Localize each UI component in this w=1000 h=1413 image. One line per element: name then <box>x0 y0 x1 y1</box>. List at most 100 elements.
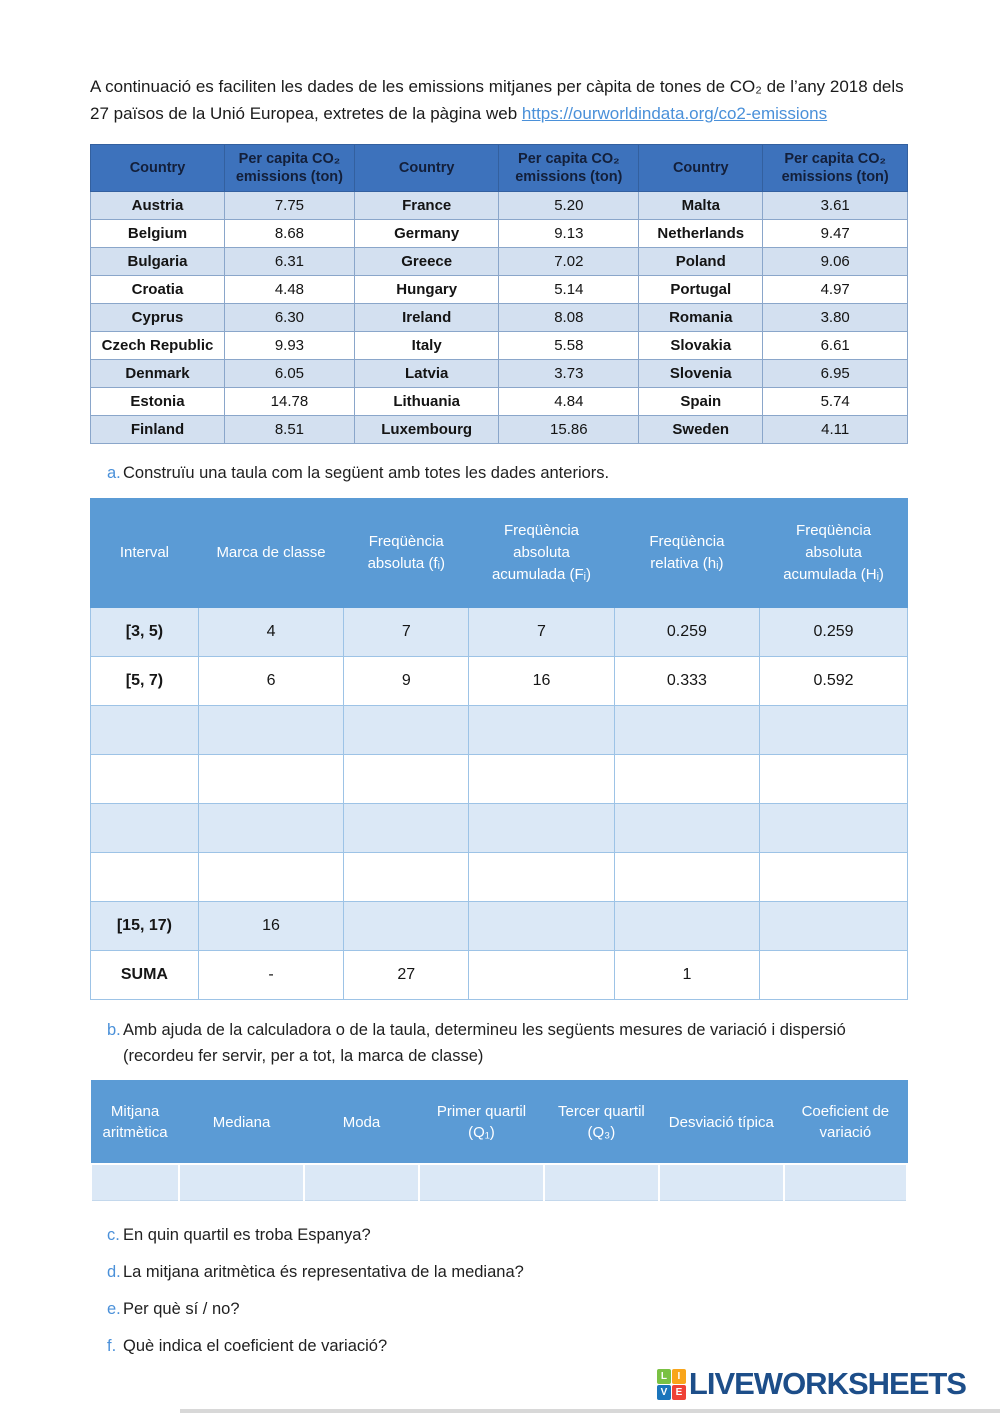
answer-cell[interactable] <box>197 754 345 804</box>
value-cell: 8.08 <box>498 303 640 332</box>
country-cell: Croatia <box>90 275 225 304</box>
question-item-c: c. En quin quartil es troba Espanya? <box>90 1222 908 1248</box>
answer-cell[interactable] <box>343 803 470 853</box>
col-header-mediana: Mediana <box>178 1080 305 1165</box>
item-text: Per què sí / no? <box>123 1300 240 1318</box>
country-cell: Netherlands <box>638 219 764 248</box>
col-header-mitjana: Mitjana aritmètica <box>90 1080 180 1165</box>
answer-cell[interactable] <box>759 901 908 951</box>
answer-cell[interactable] <box>613 754 761 804</box>
answer-cell[interactable] <box>468 901 615 951</box>
answer-cell[interactable] <box>343 754 470 804</box>
answer-cell[interactable] <box>90 852 199 902</box>
liveworksheets-logo-text: LIVEWORKSHEETS <box>688 1366 967 1401</box>
value-cell: 0.592 <box>759 656 908 706</box>
answer-cell[interactable] <box>89 1163 181 1201</box>
table-row: [15, 17) 16 <box>90 901 908 951</box>
table-row <box>90 754 908 804</box>
answer-cell[interactable] <box>197 705 345 755</box>
answer-cell[interactable] <box>759 803 908 853</box>
value-cell: 6.05 <box>223 359 355 388</box>
answer-cell[interactable] <box>90 705 199 755</box>
answer-cell[interactable] <box>90 754 199 804</box>
table-row: Austria 7.75 France 5.20 Malta 3.61 <box>90 191 908 220</box>
answer-cell[interactable] <box>613 852 761 902</box>
col-header-moda: Moda <box>303 1080 420 1165</box>
col-header-Fi: Freqüència absoluta acumulada (Fᵢ) <box>468 498 615 608</box>
scan-artifact <box>180 1409 1000 1413</box>
answer-cell[interactable] <box>468 803 615 853</box>
country-cell: Greece <box>353 247 500 276</box>
answer-cell[interactable] <box>197 803 345 853</box>
col-header-country: Country <box>353 144 500 192</box>
answer-cell[interactable] <box>782 1163 909 1201</box>
value-cell: 27 <box>343 950 470 1000</box>
col-header-q1: Primer quartil (Q₁) <box>418 1080 545 1165</box>
value-cell: 5.58 <box>498 331 640 360</box>
stats-table-header: Mitjana aritmètica Mediana Moda Primer q… <box>90 1080 908 1165</box>
source-link[interactable]: https://ourworldindata.org/co2-emissions <box>521 104 828 123</box>
table-row: [5, 7) 6 9 16 0.333 0.592 <box>90 656 908 706</box>
value-cell: 15.86 <box>498 415 640 444</box>
answer-cell[interactable] <box>418 1163 545 1201</box>
answer-cell[interactable] <box>542 1163 660 1201</box>
answer-cell[interactable] <box>343 705 470 755</box>
item-letter: d. <box>107 1263 121 1281</box>
table-row <box>89 1163 909 1201</box>
country-cell: Estonia <box>90 387 225 416</box>
question-item-f: f. Què indica el coeficient de variació? <box>90 1333 908 1359</box>
col-header-country: Country <box>638 144 764 192</box>
table-row: [3, 5) 4 7 7 0.259 0.259 <box>90 607 908 657</box>
liveworksheets-logo-icon: L I V E <box>656 1368 686 1400</box>
value-cell: 7.02 <box>498 247 640 276</box>
value-cell: - <box>197 950 345 1000</box>
country-cell: Czech Republic <box>90 331 225 360</box>
answer-cell[interactable] <box>759 852 908 902</box>
answer-cell[interactable] <box>613 901 761 951</box>
answer-cell[interactable] <box>197 852 345 902</box>
item-text: Què indica el coeficient de variació? <box>123 1337 388 1355</box>
answer-cell[interactable] <box>657 1163 785 1201</box>
answer-cell[interactable] <box>468 705 615 755</box>
country-cell: Slovenia <box>638 359 764 388</box>
country-cell: Luxembourg <box>353 415 500 444</box>
col-header-hi: Freqüència relativa (hᵢ) <box>613 498 761 608</box>
answer-cell[interactable] <box>343 852 470 902</box>
table-row: Bulgaria 6.31 Greece 7.02 Poland 9.06 <box>90 247 908 276</box>
country-cell: Finland <box>90 415 225 444</box>
logo-square-l: L <box>656 1368 671 1384</box>
country-cell: Portugal <box>638 275 764 304</box>
answer-cell[interactable] <box>468 754 615 804</box>
answer-cell[interactable] <box>302 1163 421 1201</box>
table-row: Croatia 4.48 Hungary 5.14 Portugal 4.97 <box>90 275 908 304</box>
answer-cell[interactable] <box>759 705 908 755</box>
value-cell: 8.51 <box>223 415 355 444</box>
answer-cell[interactable] <box>613 803 761 853</box>
country-cell: Malta <box>638 191 764 220</box>
answer-cell[interactable] <box>759 950 908 1000</box>
value-cell: 9 <box>343 656 470 706</box>
value-cell: 1 <box>613 950 761 1000</box>
col-header-emissions: Per capita CO₂ emissions (ton) <box>498 144 640 192</box>
country-cell: Bulgaria <box>90 247 225 276</box>
answer-cell[interactable] <box>90 803 199 853</box>
country-cell: Lithuania <box>353 387 500 416</box>
answer-cell[interactable] <box>468 950 615 1000</box>
value-cell: 9.47 <box>762 219 908 248</box>
value-cell: 9.06 <box>762 247 908 276</box>
answer-cell[interactable] <box>759 754 908 804</box>
logo-square-v: V <box>656 1384 671 1400</box>
answer-cell[interactable] <box>343 901 470 951</box>
col-header-coeficient: Coeficient de variació <box>783 1080 908 1165</box>
intro-text: A continuació es faciliten les dades de … <box>90 77 904 123</box>
liveworksheets-logo: L I V E LIVEWORKSHEETS <box>656 1366 967 1402</box>
answer-cell[interactable] <box>468 852 615 902</box>
country-cell: Spain <box>638 387 764 416</box>
table-row: Finland 8.51 Luxembourg 15.86 Sweden 4.1… <box>90 415 908 444</box>
table-row: Denmark 6.05 Latvia 3.73 Slovenia 6.95 <box>90 359 908 388</box>
answer-cell[interactable] <box>178 1163 305 1201</box>
answer-cell[interactable] <box>613 705 761 755</box>
country-cell: Sweden <box>638 415 764 444</box>
value-cell: 16 <box>197 901 345 951</box>
item-text: Construïu una taula com la següent amb t… <box>123 464 610 482</box>
